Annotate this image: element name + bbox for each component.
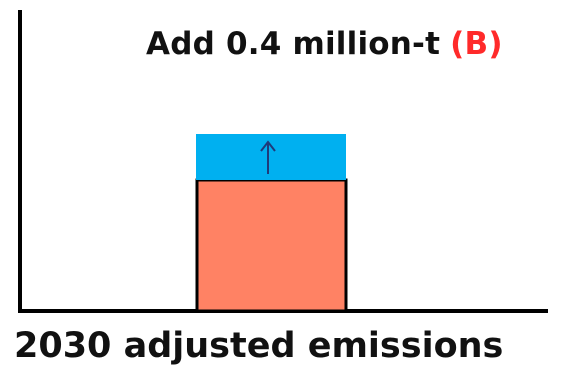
arrow-up-icon xyxy=(260,140,276,174)
base-emissions-bar xyxy=(195,178,348,313)
annotation-label: Add 0.4 million-t (B) xyxy=(146,26,503,62)
annotation-text: Add 0.4 million-t xyxy=(146,26,441,62)
annotation-marker: (B) xyxy=(450,26,503,62)
added-emissions-bar xyxy=(196,134,346,180)
bar-caption: 2030 adjusted emissions xyxy=(14,326,504,366)
